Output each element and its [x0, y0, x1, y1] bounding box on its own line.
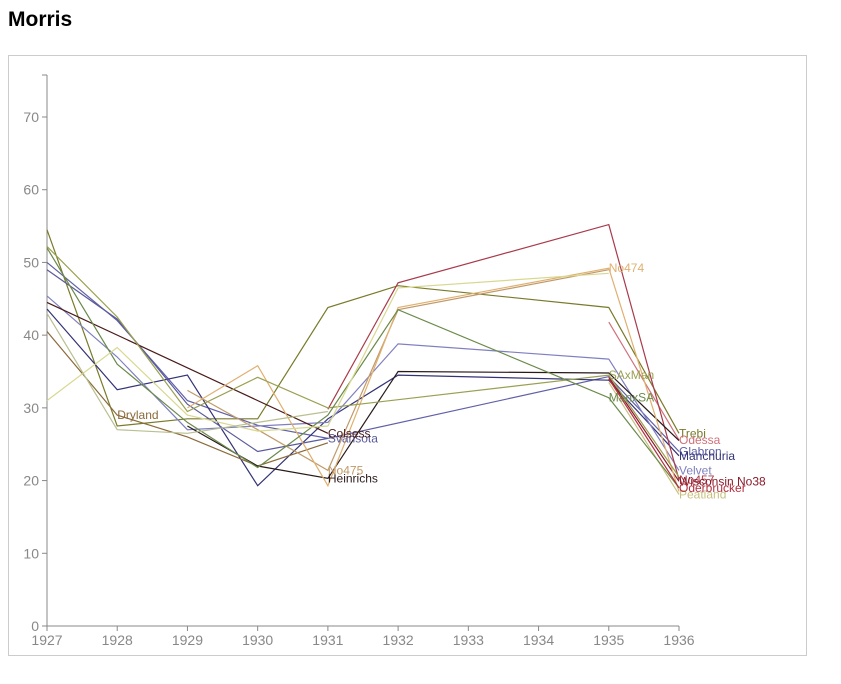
y-tick-label: 10	[23, 545, 39, 561]
x-axis: 1927 1928 1929 1930 1931 1932 1933 1934 1935 1936	[31, 626, 694, 648]
x-tick-label: 1931	[312, 632, 343, 648]
x-tick-label: 1932	[383, 632, 414, 648]
x-tick-label: 1933	[453, 632, 484, 648]
series-label: Colsess	[328, 426, 371, 440]
series-group	[47, 225, 679, 495]
series-label: Oderbrucker	[679, 481, 746, 495]
y-tick-label: 30	[23, 400, 39, 416]
x-tick-label: 1928	[102, 632, 133, 648]
y-tick-label: 20	[23, 473, 39, 489]
series-line-trebi	[47, 230, 679, 434]
y-tick-label: 60	[23, 182, 39, 198]
y-tick-label: 70	[23, 109, 39, 125]
y-tick-label: 40	[23, 327, 39, 343]
x-tick-label: 1934	[523, 632, 554, 648]
series-label: No474	[609, 261, 645, 275]
x-tick-label: 1929	[172, 632, 203, 648]
x-tick-label: 1927	[31, 632, 62, 648]
x-tick-label: 1935	[593, 632, 624, 648]
series-label: Dryland	[117, 408, 158, 422]
x-tick-label: 1930	[242, 632, 273, 648]
series-label: ManxSA	[609, 391, 654, 405]
x-tick-label: 1936	[663, 632, 694, 648]
series-label: No475	[328, 463, 364, 477]
series-line-heinrichs	[187, 372, 679, 479]
y-tick-label: 50	[23, 254, 39, 270]
series-line-manxsa	[47, 248, 679, 488]
series-label: SAxMan	[609, 368, 654, 382]
series-label: Manchuria	[679, 449, 735, 463]
